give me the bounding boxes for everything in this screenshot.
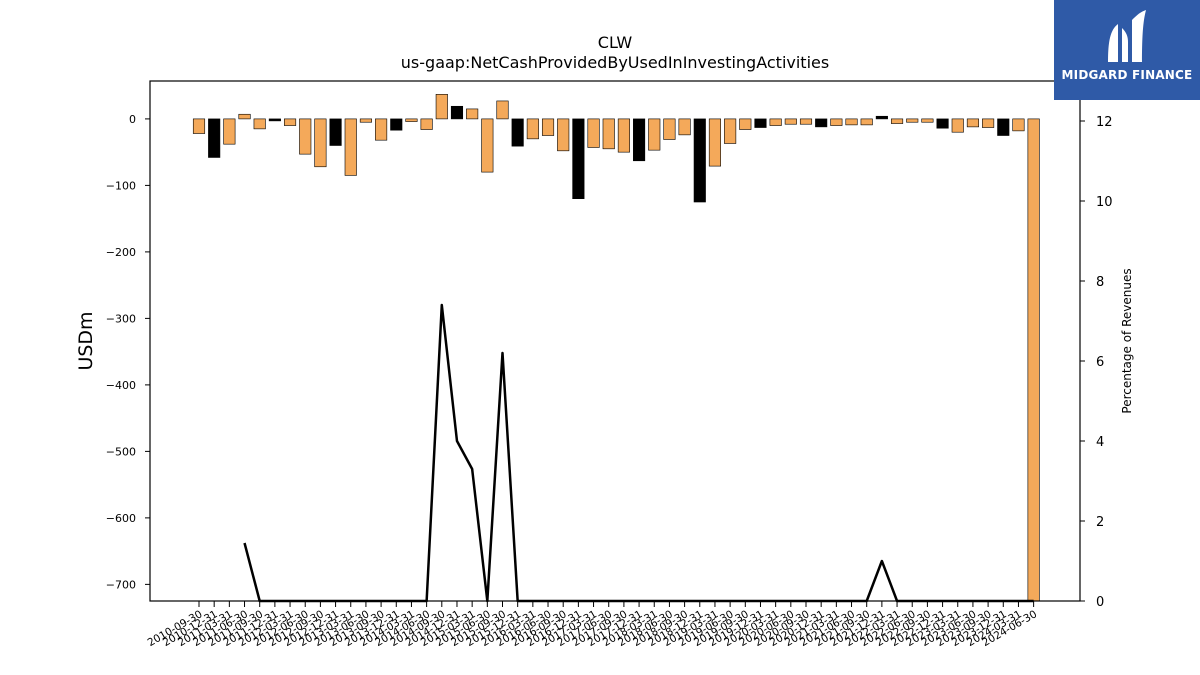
bar-2013-12-31 — [390, 118, 403, 131]
chart-title: CLW — [598, 33, 633, 52]
bar-2020-06-30 — [784, 118, 797, 125]
x-axis: 2010-09-302010-12-312011-03-312011-06-30… — [146, 601, 1039, 649]
bar-2016-03-31 — [526, 118, 539, 140]
bar-2014-03-31 — [405, 118, 418, 122]
bar-2019-09-30 — [739, 118, 752, 130]
plot-frame — [149, 80, 1081, 602]
bars-group — [192, 94, 1040, 602]
y2-tick-label: 10 — [1096, 195, 1113, 210]
y-tick-label: −700 — [106, 578, 136, 591]
bar-2022-03-31 — [890, 118, 904, 124]
bar-2022-06-30 — [906, 118, 919, 123]
bar-2014-06-30 — [420, 118, 433, 130]
y-tick-label: −500 — [106, 445, 136, 458]
y-tick-label: −200 — [106, 246, 136, 259]
bar-2010-12-31 — [208, 118, 221, 158]
bar-2018-12-31 — [693, 118, 706, 203]
y-axis-label: USDm — [75, 311, 97, 370]
bar-2021-03-31 — [830, 118, 843, 126]
y-tick-label: −400 — [106, 379, 136, 392]
bar-2021-06-30 — [845, 118, 858, 126]
bar-2011-09-30 — [253, 118, 266, 130]
bar-2013-09-30 — [375, 118, 388, 141]
bar-2012-03-31 — [283, 118, 297, 126]
bar-2013-03-31 — [344, 118, 357, 176]
bar-2015-12-31 — [511, 118, 524, 147]
bar-2023-06-30 — [966, 118, 979, 128]
bar-2017-03-31 — [587, 118, 600, 148]
bar-2023-09-30 — [982, 118, 995, 128]
y-tick-label: −300 — [106, 312, 136, 325]
midgard-finance-logo: MIDGARD FINANCE — [1054, 0, 1200, 100]
bar-2017-09-30 — [617, 118, 630, 153]
bar-2019-12-31 — [754, 118, 767, 128]
bar-2020-09-30 — [799, 118, 813, 125]
bar-2018-03-31 — [648, 118, 661, 151]
bar-2019-06-30 — [724, 118, 737, 144]
bar-2012-09-30 — [314, 118, 327, 168]
line-group — [243, 303, 1034, 603]
y-tick-label: 0 — [129, 113, 136, 126]
bar-2010-09-30 — [192, 118, 206, 134]
bar-2016-06-30 — [541, 118, 555, 136]
bar-2017-06-30 — [602, 118, 615, 150]
y2-tick-label: 0 — [1096, 595, 1104, 610]
bar-2011-06-30 — [238, 113, 251, 120]
y-tick-label: −600 — [106, 512, 136, 525]
bar-2014-12-31 — [450, 105, 464, 120]
y-tick-label: −100 — [106, 179, 136, 192]
bar-2011-03-31 — [223, 118, 236, 145]
bar-2014-09-30 — [435, 94, 448, 120]
bar-2012-12-31 — [329, 118, 342, 146]
y2-tick-label: 8 — [1096, 275, 1104, 290]
y-axis: 0 −100 −200 −300 −400 −500 −600 −700 — [106, 113, 150, 591]
chart-subtitle: us-gaap:NetCashProvidedByUsedInInvesting… — [401, 53, 829, 72]
bar-2018-09-30 — [678, 118, 691, 136]
bar-2024-06-30 — [1027, 118, 1040, 602]
bar-2015-09-30 — [496, 100, 509, 120]
bar-2019-03-31 — [708, 118, 722, 167]
y2-tick-label: 4 — [1096, 435, 1104, 450]
bar-2020-03-31 — [769, 118, 782, 126]
bar-2022-09-30 — [921, 118, 934, 123]
bar-2022-12-31 — [936, 118, 949, 129]
bar-2016-09-30 — [557, 118, 570, 152]
bar-2023-03-31 — [951, 118, 964, 133]
bar-2021-09-30 — [860, 118, 873, 126]
y2-tick-label: 2 — [1096, 515, 1104, 530]
bar-2013-06-30 — [359, 118, 372, 123]
percentage-line — [243, 303, 1034, 603]
bar-2016-12-31 — [572, 118, 585, 200]
bar-2020-12-31 — [815, 118, 828, 128]
bar-2015-03-31 — [466, 108, 479, 120]
bar-2021-12-31 — [875, 115, 888, 120]
bar-2015-06-30 — [481, 118, 494, 173]
bar-2024-03-31 — [1012, 118, 1025, 132]
y2-tick-label: 6 — [1096, 355, 1104, 370]
bar-2023-12-31 — [997, 118, 1010, 136]
y2-tick-label: 12 — [1096, 115, 1113, 130]
y2-axis: 0 2 4 6 8 10 12 — [1080, 115, 1113, 610]
y2-axis-label: Percentage of Revenues — [1120, 268, 1134, 413]
bar-2012-06-30 — [299, 118, 312, 155]
bar-2011-12-31 — [268, 118, 281, 122]
midgard-logo-icon — [1108, 10, 1146, 62]
bar-2017-12-31 — [633, 118, 646, 162]
bar-2018-06-30 — [663, 118, 676, 140]
logo-text: MIDGARD FINANCE — [1061, 68, 1193, 82]
